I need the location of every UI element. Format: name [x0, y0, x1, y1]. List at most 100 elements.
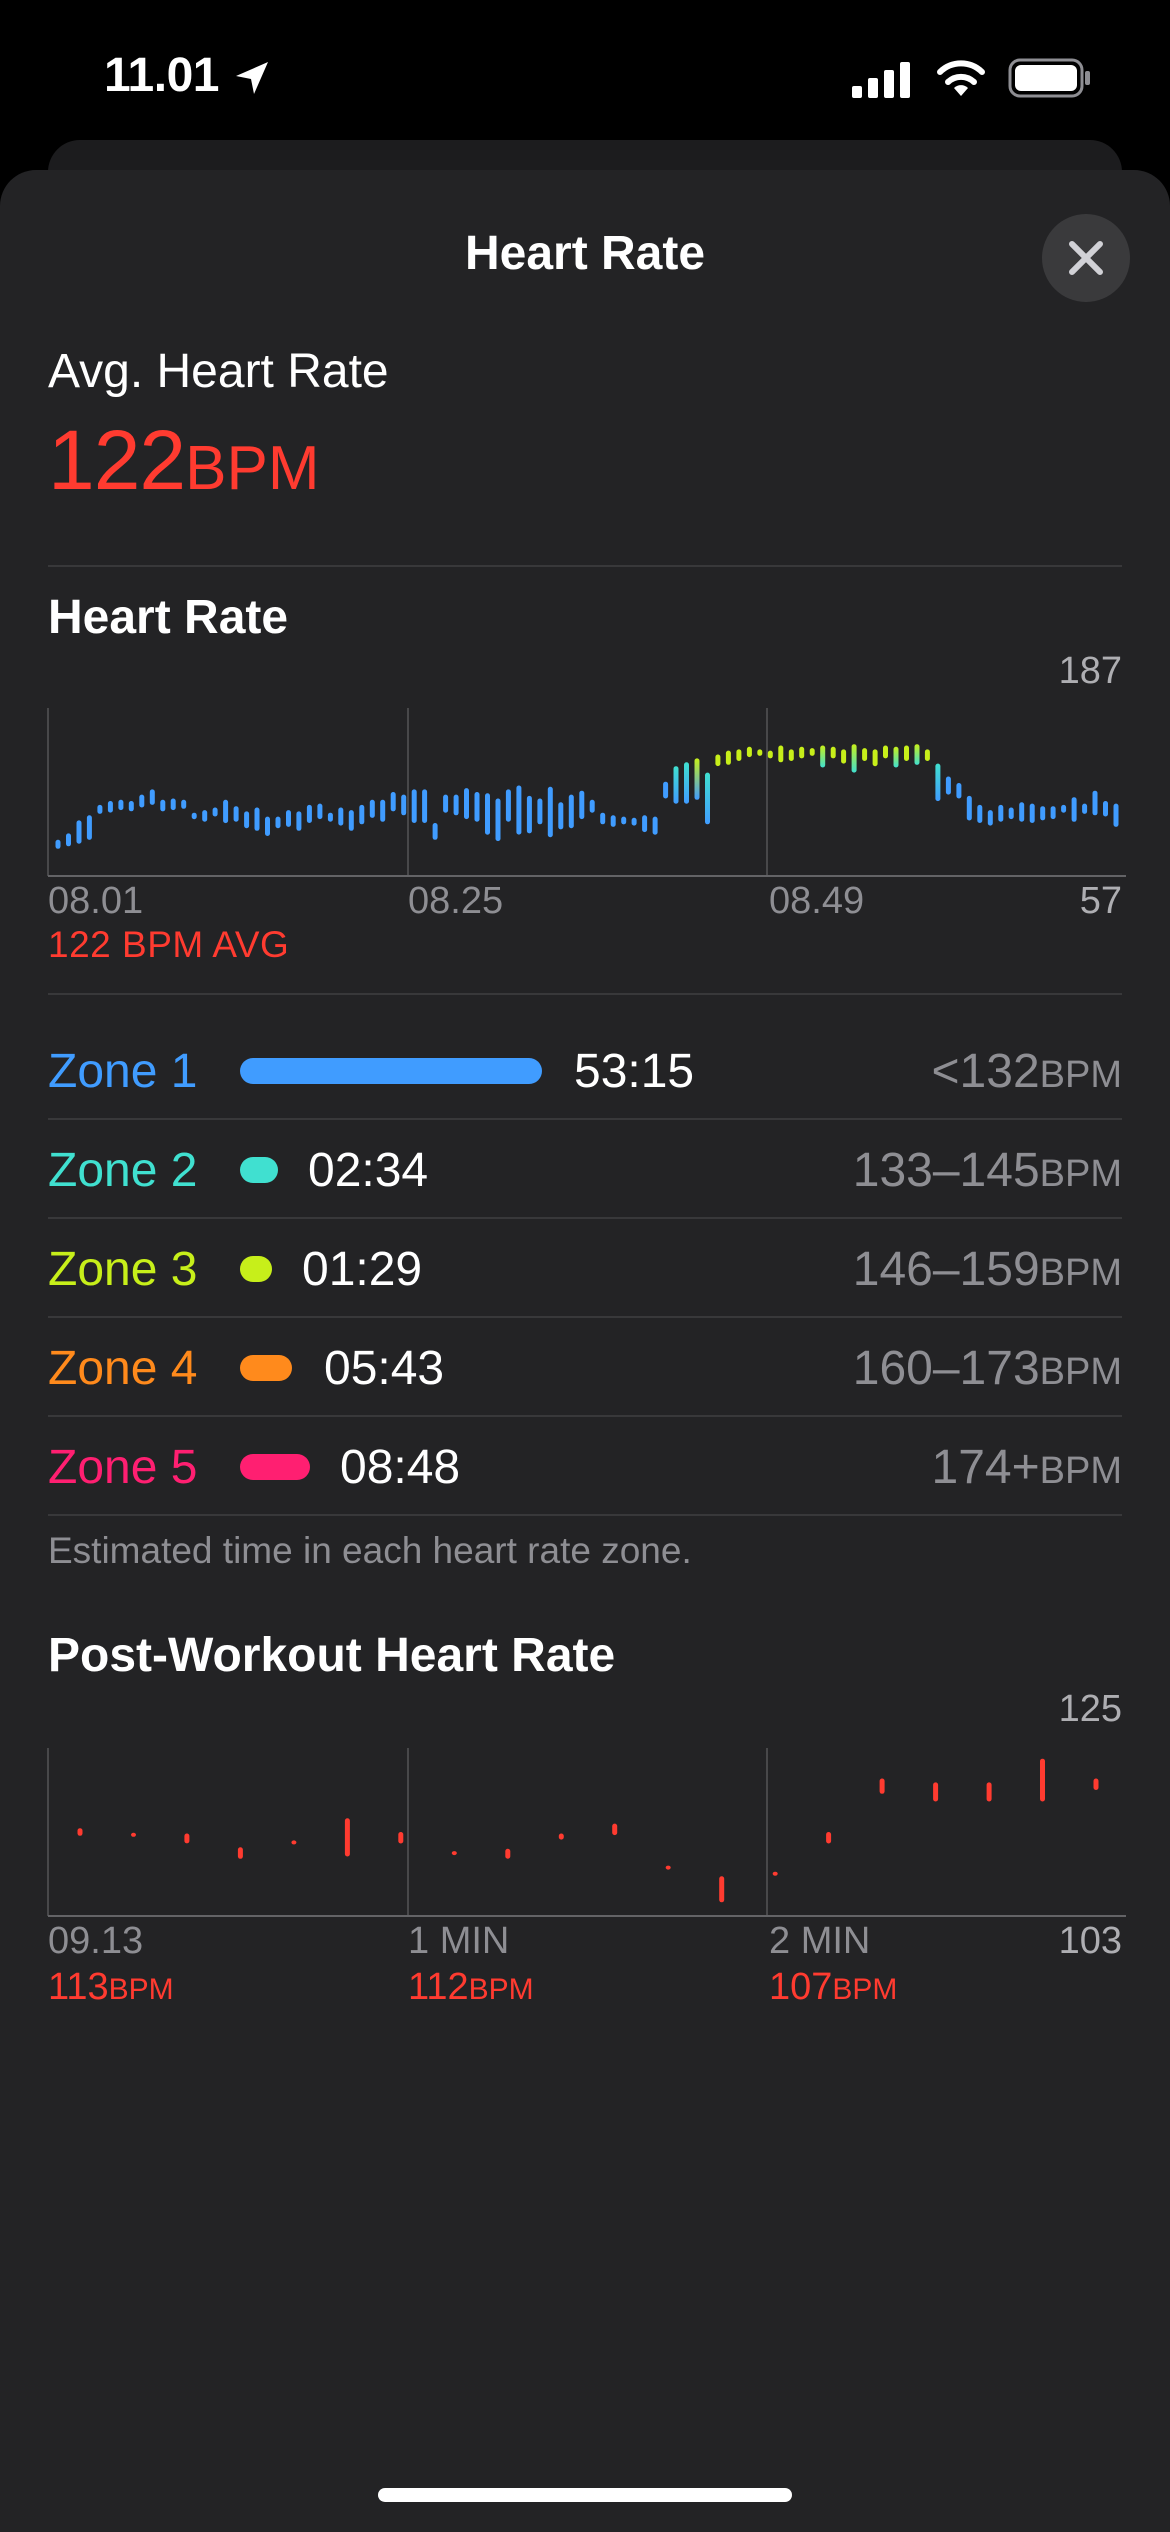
zone-range-value: 146–159 — [852, 1243, 1040, 1296]
heart-rate-bar — [851, 744, 857, 773]
battery-icon — [1008, 58, 1090, 98]
heart-rate-bar — [97, 804, 103, 814]
heart-rate-bar — [642, 815, 648, 833]
heart-rate-bar — [244, 811, 250, 829]
zone-range-unit: BPM — [1039, 1351, 1122, 1393]
heart-rate-bar — [212, 807, 218, 817]
heart-rate-chart — [47, 708, 1126, 877]
heart-rate-bar — [181, 799, 187, 809]
close-icon — [1069, 241, 1103, 275]
heart-rate-bar — [537, 798, 543, 825]
post-workout-bar — [344, 1818, 350, 1857]
avg-heart-rate-unit: BPM — [185, 434, 320, 503]
zone-row: Zone 4 05:43 160–173BPM — [48, 1319, 1122, 1417]
heart-rate-bar — [945, 776, 951, 795]
zone-range-unit: BPM — [1039, 1450, 1122, 1492]
zone-range: 133–145BPM — [853, 1143, 1122, 1198]
post-workout-bar — [1040, 1758, 1045, 1802]
heart-rate-bar — [652, 816, 658, 835]
zone-range: 146–159BPM — [853, 1242, 1122, 1297]
heart-rate-bar — [160, 799, 166, 812]
heart-rate-bar — [149, 789, 155, 805]
post-workout-bar — [451, 1851, 457, 1856]
heart-rate-bar — [306, 804, 312, 823]
heart-rate-bar — [830, 746, 836, 759]
zone-label: Zone 2 — [48, 1144, 198, 1197]
heart-rate-bar — [1113, 803, 1119, 827]
heart-rate-bar — [610, 815, 616, 827]
avg-heart-rate-label: Avg. Heart Rate — [48, 345, 389, 398]
post-chart-y-max-label: 125 — [1058, 1688, 1122, 1730]
heart-rate-bar — [883, 745, 888, 759]
post-workout-bar — [826, 1832, 832, 1844]
zone-range: <132BPM — [932, 1044, 1122, 1099]
heart-rate-bar — [998, 804, 1004, 822]
post-workout-bpm-value: 113 — [48, 1966, 109, 2008]
heart-rate-bar — [663, 781, 669, 799]
post-workout-bar — [558, 1833, 564, 1840]
zone-duration-bar — [240, 1157, 278, 1183]
post-workout-bar — [719, 1876, 725, 1903]
zone-range-value: 160–173 — [852, 1342, 1040, 1395]
post-workout-bar — [933, 1782, 939, 1802]
post-workout-bar — [612, 1823, 618, 1836]
heart-rate-bar — [107, 801, 113, 813]
heart-rate-bar — [1103, 801, 1108, 817]
divider — [48, 1514, 1122, 1516]
heart-rate-bar — [1082, 803, 1088, 814]
hr-chart-x-label: 08.01 — [48, 880, 144, 922]
divider — [48, 565, 1122, 567]
post-chart-x-label: 2 MIN — [769, 1920, 871, 1962]
status-bar: 11.01 — [0, 0, 1170, 150]
heart-rate-bar — [86, 815, 92, 840]
zone-time: 53:15 — [574, 1045, 695, 1098]
zone-duration-bar — [240, 1454, 310, 1480]
avg-heart-rate-number: 122 — [48, 413, 186, 507]
heart-rate-bar — [348, 810, 354, 831]
heart-rate-bar — [1019, 802, 1025, 822]
home-indicator[interactable] — [378, 2488, 792, 2502]
zone-range: 160–173BPM — [853, 1341, 1122, 1396]
zone-duration-bar — [240, 1058, 542, 1084]
close-button[interactable] — [1042, 214, 1130, 302]
status-time: 11.01 — [104, 49, 219, 102]
heart-rate-bar — [1040, 806, 1046, 821]
heart-rate-bar — [558, 802, 564, 830]
sheet-title: Heart Rate — [464, 227, 706, 280]
heart-rate-bar — [118, 799, 124, 811]
heart-rate-bar — [820, 745, 826, 768]
heart-rate-bar — [956, 783, 962, 799]
heart-rate-bar — [128, 801, 134, 812]
heart-rate-bar — [809, 748, 815, 756]
post-workout-bar — [879, 1778, 885, 1794]
heart-rate-bar — [914, 744, 920, 765]
hr-chart-y-min-label: 57 — [1079, 880, 1122, 922]
zone-range-unit: BPM — [1039, 1153, 1122, 1195]
heart-rate-bar — [757, 749, 763, 756]
post-workout-bar — [237, 1847, 243, 1859]
heart-rate-bar — [223, 799, 229, 824]
heart-rate-bar — [317, 803, 323, 820]
heart-rate-bar — [474, 792, 480, 822]
heart-rate-bar — [631, 817, 637, 826]
zone-row: Zone 5 08:48 174+BPM — [48, 1418, 1122, 1516]
heart-rate-bar — [715, 754, 721, 767]
post-workout-bar — [131, 1832, 136, 1837]
heart-rate-sheet — [0, 170, 1170, 2532]
heart-rate-bar — [1050, 806, 1056, 820]
heart-rate-bar — [1029, 803, 1035, 823]
heart-rate-bar — [401, 794, 407, 816]
heart-rate-bar — [1008, 807, 1014, 820]
heart-rate-bar — [275, 816, 281, 829]
heart-rate-bar — [516, 785, 522, 835]
heart-rate-bar — [432, 823, 438, 840]
heart-rate-bar — [1061, 804, 1067, 813]
zone-label: Zone 3 — [48, 1243, 198, 1296]
post-workout-bpm-unit: BPM — [832, 1973, 898, 2006]
post-chart-x-label: 1 MIN — [408, 1920, 510, 1962]
heart-rate-bar — [327, 812, 333, 822]
heart-rate-bar — [862, 748, 868, 761]
hr-chart-x-label: 08.49 — [769, 880, 865, 922]
zone-label: Zone 4 — [48, 1342, 198, 1395]
heart-rate-bar — [76, 820, 82, 844]
